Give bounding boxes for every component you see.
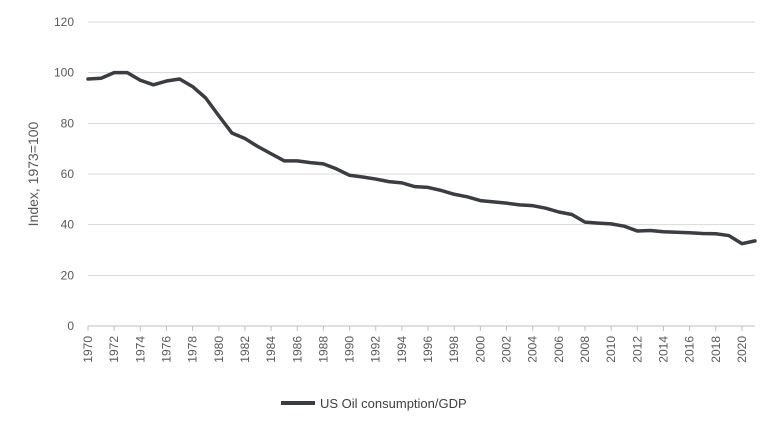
- legend-label: US Oil consumption/GDP: [320, 396, 467, 411]
- y-tick-label: 80: [61, 116, 75, 130]
- data-point: [348, 174, 351, 176]
- x-tick-label: 1984: [264, 336, 278, 363]
- x-tick-label: 1974: [133, 336, 147, 363]
- data-point: [623, 225, 625, 227]
- x-tick-label: 1992: [369, 336, 383, 363]
- x-tick-label: 2004: [526, 336, 540, 363]
- data-point: [728, 234, 730, 237]
- data-point: [571, 213, 573, 216]
- x-tick-label: 2016: [683, 336, 697, 363]
- data-point: [218, 115, 220, 117]
- series-line: [86, 70, 757, 246]
- data-point: [192, 86, 194, 88]
- data-point: [466, 196, 468, 198]
- x-tick-label: 1982: [238, 336, 252, 363]
- x-tick-label: 2018: [709, 336, 723, 363]
- data-point: [139, 79, 141, 81]
- x-tick-label: 2014: [656, 336, 670, 363]
- data-point: [205, 97, 207, 99]
- data-point: [322, 163, 325, 165]
- data-point: [584, 221, 586, 223]
- data-point: [754, 240, 756, 242]
- data-point: [244, 137, 246, 140]
- data-point: [689, 232, 691, 234]
- legend: US Oil consumption/GDP: [281, 396, 467, 411]
- x-axis: 1970 1972 1974 1976 1978 1980 1982 1984 1986 1988…: [81, 325, 755, 363]
- x-tick-label: 1976: [159, 336, 173, 363]
- data-point: [741, 243, 743, 245]
- y-tick-label: 60: [61, 167, 75, 181]
- data-point: [440, 189, 442, 192]
- data-point: [702, 232, 704, 235]
- data-point: [165, 80, 168, 82]
- data-point: [662, 231, 665, 233]
- x-tick-label: 1988: [316, 336, 330, 363]
- data-point: [427, 186, 429, 189]
- data-point: [558, 211, 560, 213]
- data-point: [492, 201, 495, 203]
- data-point: [283, 160, 285, 162]
- data-point: [505, 202, 508, 204]
- x-tick-label: 1994: [395, 336, 409, 363]
- x-tick-label: 2008: [578, 336, 592, 363]
- x-tick-label: 1980: [212, 336, 226, 363]
- data-point: [675, 231, 678, 233]
- data-point: [362, 176, 364, 178]
- data-point: [636, 230, 638, 232]
- y-tick-label: 0: [67, 319, 74, 333]
- gridlines: [88, 21, 755, 276]
- data-point: [375, 178, 377, 180]
- x-tick-label: 2012: [630, 336, 644, 363]
- x-tick-label: 2020: [735, 336, 749, 363]
- y-axis-ticks: 0 20 40 60 80 100 120: [54, 15, 74, 333]
- data-point: [388, 181, 390, 183]
- series-group: [86, 70, 757, 246]
- data-point: [401, 182, 403, 184]
- data-point: [545, 207, 547, 209]
- data-point: [126, 72, 128, 74]
- data-point: [610, 223, 612, 225]
- y-axis-title: Index, 1973=100: [25, 121, 41, 226]
- x-tick-label: 2002: [500, 336, 514, 363]
- data-point: [532, 205, 534, 207]
- y-tick-label: 100: [54, 66, 74, 80]
- x-tick-label: 1990: [343, 336, 357, 363]
- x-tick-label: 2000: [473, 336, 487, 363]
- data-point: [649, 229, 651, 232]
- x-tick-label: 1998: [447, 336, 461, 363]
- x-tick-label: 1986: [290, 336, 304, 363]
- data-point: [231, 132, 233, 134]
- data-point: [257, 146, 259, 148]
- data-point: [270, 153, 272, 155]
- x-tick-label: 2010: [604, 336, 618, 363]
- data-point: [100, 77, 102, 79]
- x-tick-label: 1978: [186, 336, 200, 363]
- data-point: [309, 162, 311, 164]
- x-tick-label: 1970: [81, 336, 95, 363]
- data-point: [414, 186, 416, 188]
- y-tick-label: 120: [54, 15, 74, 29]
- data-point: [296, 160, 298, 162]
- data-point: [152, 84, 154, 86]
- data-point: [715, 233, 717, 235]
- x-tick-label: 2006: [552, 336, 566, 363]
- data-point: [113, 72, 115, 74]
- data-point: [87, 78, 89, 80]
- y-tick-label: 20: [61, 268, 75, 282]
- data-point: [178, 78, 181, 80]
- data-point: [453, 193, 455, 195]
- data-point: [335, 168, 338, 170]
- data-point: [479, 200, 481, 202]
- x-tick-label: 1972: [107, 336, 121, 363]
- data-point: [597, 222, 599, 224]
- y-tick-label: 40: [61, 218, 75, 232]
- data-point: [518, 204, 521, 206]
- x-tick-label: 1996: [421, 336, 435, 363]
